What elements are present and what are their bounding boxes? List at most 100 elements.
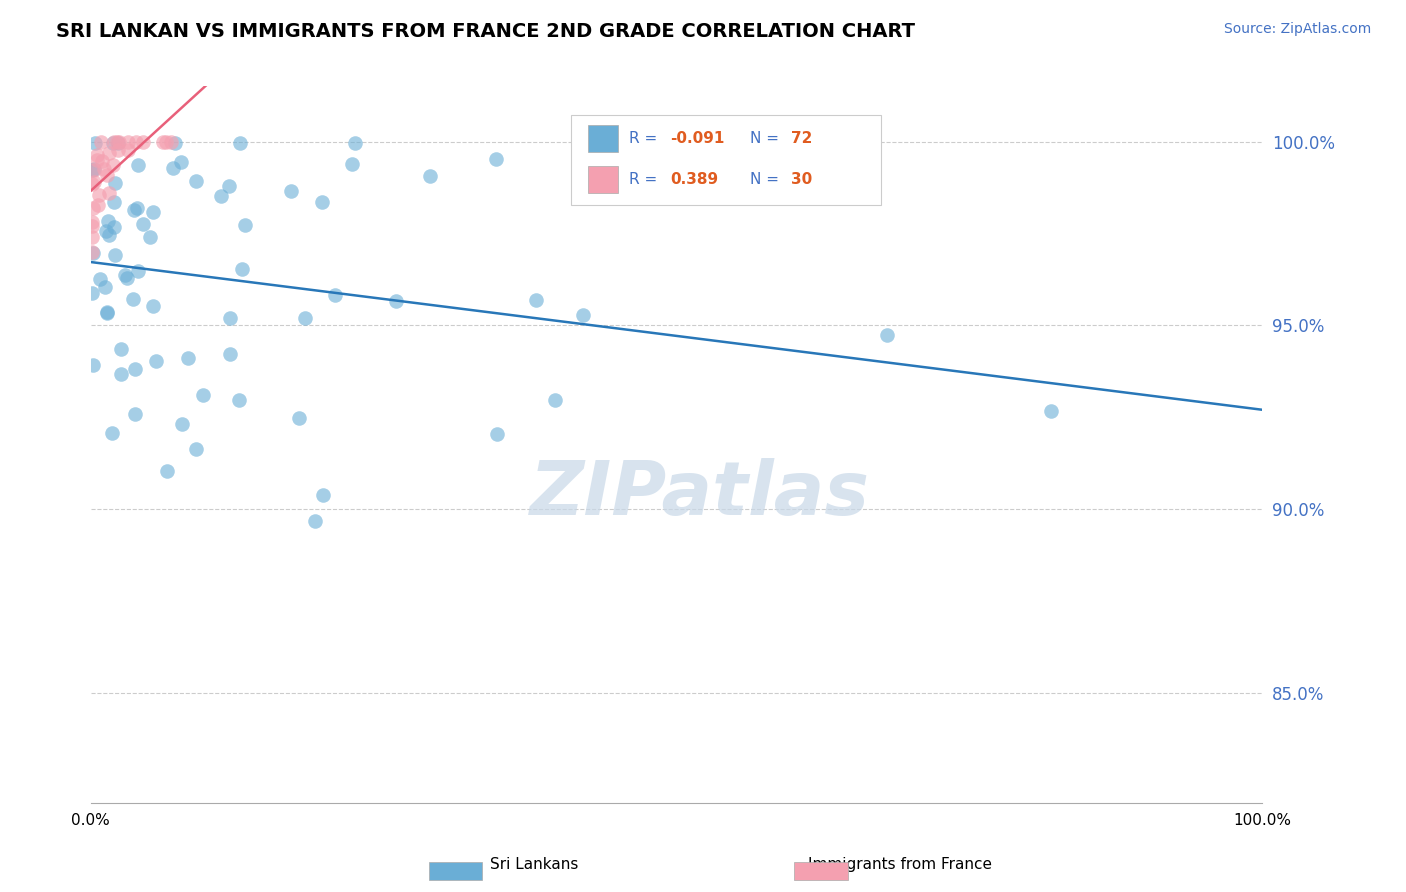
FancyBboxPatch shape bbox=[571, 115, 882, 204]
Point bbox=[124, 362, 146, 376]
Point bbox=[125, 135, 148, 149]
Point bbox=[103, 135, 125, 149]
Point bbox=[218, 347, 240, 361]
Point bbox=[96, 168, 118, 182]
Point bbox=[304, 515, 326, 529]
Point bbox=[228, 393, 250, 408]
Text: R =: R = bbox=[630, 131, 662, 146]
Point bbox=[160, 135, 183, 149]
Point bbox=[101, 425, 124, 440]
Point bbox=[97, 213, 120, 227]
Point bbox=[485, 426, 508, 441]
Point bbox=[80, 214, 103, 228]
Text: Source: ZipAtlas.com: Source: ZipAtlas.com bbox=[1223, 22, 1371, 37]
Point bbox=[101, 136, 124, 151]
Point bbox=[83, 163, 105, 178]
Point bbox=[86, 148, 108, 162]
Point bbox=[117, 135, 139, 149]
Text: SRI LANKAN VS IMMIGRANTS FROM FRANCE 2ND GRADE CORRELATION CHART: SRI LANKAN VS IMMIGRANTS FROM FRANCE 2ND… bbox=[56, 22, 915, 41]
Text: R =: R = bbox=[630, 172, 662, 187]
Point bbox=[233, 218, 256, 232]
Point bbox=[142, 299, 165, 313]
Point bbox=[184, 174, 207, 188]
Point bbox=[104, 248, 127, 262]
Text: ZIPatlas: ZIPatlas bbox=[530, 458, 870, 532]
Point bbox=[105, 135, 128, 149]
Point bbox=[172, 417, 194, 431]
Point bbox=[80, 163, 103, 178]
Point bbox=[218, 310, 240, 325]
Point bbox=[139, 229, 162, 244]
Point bbox=[145, 354, 167, 368]
Point bbox=[104, 176, 127, 190]
Point bbox=[103, 195, 125, 210]
Text: 0.389: 0.389 bbox=[671, 172, 718, 187]
Point bbox=[571, 308, 593, 322]
Text: 30: 30 bbox=[792, 172, 813, 187]
Point bbox=[876, 327, 898, 342]
Point bbox=[524, 293, 547, 307]
Point bbox=[97, 186, 120, 201]
Point bbox=[127, 264, 149, 278]
Point bbox=[98, 146, 121, 161]
Point bbox=[325, 288, 347, 302]
Point bbox=[107, 143, 129, 157]
Point bbox=[294, 310, 316, 325]
Point bbox=[96, 305, 118, 319]
FancyBboxPatch shape bbox=[589, 125, 617, 153]
Point bbox=[385, 293, 408, 308]
Point bbox=[87, 187, 110, 202]
Point bbox=[101, 158, 124, 172]
Point bbox=[93, 162, 115, 177]
Point bbox=[107, 136, 129, 151]
Text: N =: N = bbox=[751, 172, 785, 187]
Point bbox=[122, 292, 145, 306]
Point bbox=[127, 157, 149, 171]
Point bbox=[122, 202, 145, 217]
Point bbox=[96, 224, 118, 238]
Point bbox=[1040, 404, 1063, 418]
Point bbox=[312, 488, 335, 502]
Point bbox=[288, 410, 311, 425]
Point bbox=[344, 136, 367, 151]
Point bbox=[108, 135, 131, 149]
Point bbox=[103, 219, 125, 234]
Point bbox=[162, 161, 184, 176]
Point bbox=[91, 153, 114, 168]
Point bbox=[83, 175, 105, 189]
Point bbox=[96, 304, 118, 318]
Point bbox=[142, 205, 165, 219]
Point bbox=[170, 154, 193, 169]
Point bbox=[544, 393, 567, 408]
Point bbox=[80, 229, 103, 244]
Point bbox=[186, 442, 208, 457]
Point bbox=[229, 136, 252, 151]
Point bbox=[86, 153, 108, 167]
Point bbox=[209, 189, 232, 203]
Point bbox=[84, 136, 107, 151]
Point bbox=[280, 184, 302, 198]
Point bbox=[83, 161, 105, 176]
Point bbox=[311, 194, 333, 209]
Point bbox=[82, 201, 104, 215]
Point bbox=[485, 153, 508, 167]
Point bbox=[117, 271, 139, 285]
Point bbox=[87, 198, 110, 212]
FancyBboxPatch shape bbox=[589, 166, 617, 194]
Point bbox=[218, 179, 240, 194]
Point bbox=[193, 388, 215, 402]
Point bbox=[110, 343, 132, 357]
Point bbox=[117, 143, 139, 157]
Point bbox=[231, 261, 253, 276]
Point bbox=[165, 136, 187, 151]
Point bbox=[80, 286, 103, 301]
Text: Immigrants from France: Immigrants from France bbox=[808, 857, 991, 872]
Point bbox=[94, 280, 117, 294]
Point bbox=[419, 169, 441, 183]
Point bbox=[132, 217, 155, 231]
Point bbox=[82, 245, 104, 260]
Point bbox=[110, 367, 132, 381]
Point bbox=[80, 244, 103, 259]
Point bbox=[90, 135, 112, 149]
Point bbox=[114, 268, 136, 282]
